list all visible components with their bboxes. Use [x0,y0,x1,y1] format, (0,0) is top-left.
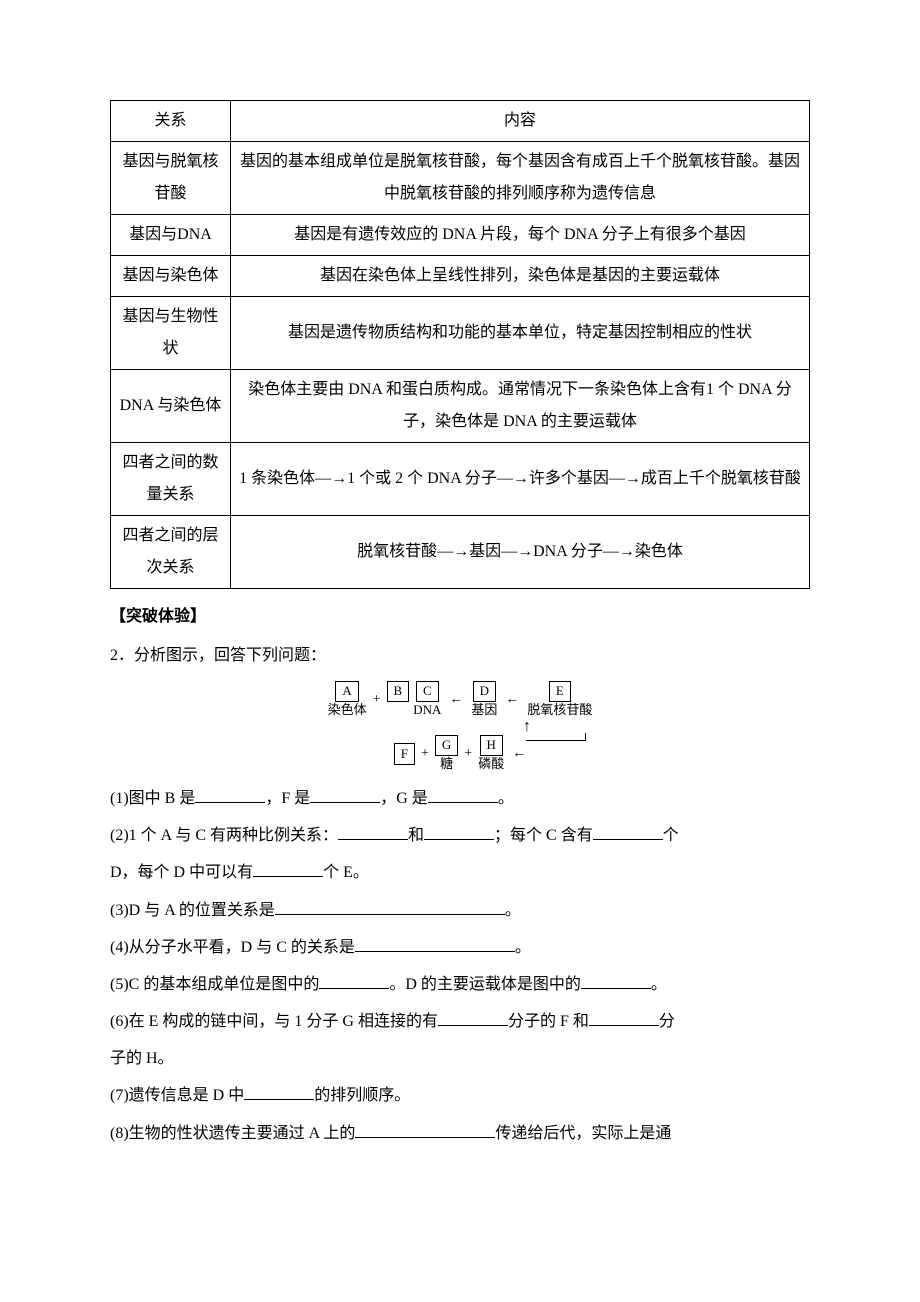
plus-icon: + [371,690,383,710]
diagram-label-c: DNA [413,702,441,719]
question-7: (7)遗传信息是 D 中的排列顺序。 [110,1078,810,1113]
row-label: 基因与脱氧核苷酸 [111,142,231,215]
row-label: DNA 与染色体 [111,370,231,443]
blank-input[interactable] [424,824,494,840]
relation-diagram: A 染色体 + B C DNA ← D 基因 ← E 脱氧核苷酸 [110,681,810,773]
question-1: (1)图中 B 是，F 是，G 是。 [110,781,810,816]
row-content: 基因的基本组成单位是脱氧核苷酸，每个基因含有成百上千个脱氧核苷酸。基因中脱氧核苷… [231,142,810,215]
blank-input[interactable] [438,1010,508,1026]
question-5: (5)C 的基本组成单位是图中的。D 的主要运载体是图中的。 [110,967,810,1002]
diagram-box-d: D [473,681,496,702]
diagram-box-a: A [335,681,358,702]
diagram-label-h: 磷酸 [478,756,504,773]
diagram-label-a: 染色体 [328,702,367,719]
arrow-left-icon: ← [445,690,467,710]
row-content: 1 条染色体―→1 个或 2 个 DNA 分子―→许多个基因―→成百上千个脱氧核… [231,443,810,516]
arrow-left-icon: ← [508,744,530,764]
plus-icon: + [419,744,431,764]
connector-line [526,733,586,741]
question-4: (4)从分子水平看，D 与 C 的关系是。 [110,930,810,965]
arrow-left-icon: ← [501,690,523,710]
row-label: 四者之间的数量关系 [111,443,231,516]
diagram-label-e: 脱氧核苷酸 [527,702,592,719]
blank-input[interactable] [275,899,505,915]
question-2: (2)1 个 A 与 C 有两种比例关系：和；每个 C 含有个 [110,818,810,853]
blank-input[interactable] [355,936,515,952]
blank-input[interactable] [593,824,663,840]
question-6: (6)在 E 构成的链中间，与 1 分子 G 相连接的有分子的 F 和分 [110,1004,810,1039]
diagram-box-b: B [387,681,410,702]
row-label: 四者之间的层次关系 [111,516,231,589]
blank-input[interactable] [195,787,265,803]
table-row: 关系 内容 [111,101,810,142]
diagram-box-h: H [480,735,503,756]
blank-input[interactable] [253,861,323,877]
blank-input[interactable] [338,824,408,840]
header-col2: 内容 [231,101,810,142]
row-label: 基因与染色体 [111,256,231,297]
question-6-cont: 子的 H。 [110,1041,810,1076]
blank-input[interactable] [310,787,380,803]
table-row: 四者之间的数量关系 1 条染色体―→1 个或 2 个 DNA 分子―→许多个基因… [111,443,810,516]
blank-input[interactable] [355,1122,495,1138]
row-content: 脱氧核苷酸―→基因―→DNA 分子―→染色体 [231,516,810,589]
blank-input[interactable] [428,787,498,803]
blank-input[interactable] [319,973,389,989]
diagram-label-g: 糖 [440,756,453,773]
row-content: 基因是遗传物质结构和功能的基本单位，特定基因控制相应的性状 [231,297,810,370]
diagram-box-g: G [435,735,458,756]
table-row: 基因与生物性状 基因是遗传物质结构和功能的基本单位，特定基因控制相应的性状 [111,297,810,370]
question-intro: 2．分析图示，回答下列问题： [110,638,810,673]
relation-table: 关系 内容 基因与脱氧核苷酸 基因的基本组成单位是脱氧核苷酸，每个基因含有成百上… [110,100,810,589]
table-row: 基因与染色体 基因在染色体上呈线性排列，染色体是基因的主要运载体 [111,256,810,297]
blank-input[interactable] [244,1084,314,1100]
blank-input[interactable] [589,1010,659,1026]
header-col1: 关系 [111,101,231,142]
row-content: 基因是有遗传效应的 DNA 片段，每个 DNA 分子上有很多个基因 [231,215,810,256]
section-header: 【突破体验】 [110,599,810,634]
question-8: (8)生物的性状遗传主要通过 A 上的传递给后代，实际上是通 [110,1116,810,1151]
diagram-box-c: C [416,681,439,702]
plus-icon: + [462,744,474,764]
table-row: 基因与脱氧核苷酸 基因的基本组成单位是脱氧核苷酸，每个基因含有成百上千个脱氧核苷… [111,142,810,215]
row-content: 基因在染色体上呈线性排列，染色体是基因的主要运载体 [231,256,810,297]
diagram-label-d: 基因 [471,702,497,719]
question-3: (3)D 与 A 的位置关系是。 [110,893,810,928]
row-label: 基因与生物性状 [111,297,231,370]
table-row: 四者之间的层次关系 脱氧核苷酸―→基因―→DNA 分子―→染色体 [111,516,810,589]
diagram-box-f: F [394,743,415,765]
table-row: DNA 与染色体 染色体主要由 DNA 和蛋白质构成。通常情况下一条染色体上含有… [111,370,810,443]
table-row: 基因与DNA 基因是有遗传效应的 DNA 片段，每个 DNA 分子上有很多个基因 [111,215,810,256]
diagram-box-e: E [549,681,571,702]
row-content: 染色体主要由 DNA 和蛋白质构成。通常情况下一条染色体上含有1 个 DNA 分… [231,370,810,443]
question-2-cont: D，每个 D 中可以有个 E。 [110,855,810,890]
row-label: 基因与DNA [111,215,231,256]
blank-input[interactable] [581,973,651,989]
